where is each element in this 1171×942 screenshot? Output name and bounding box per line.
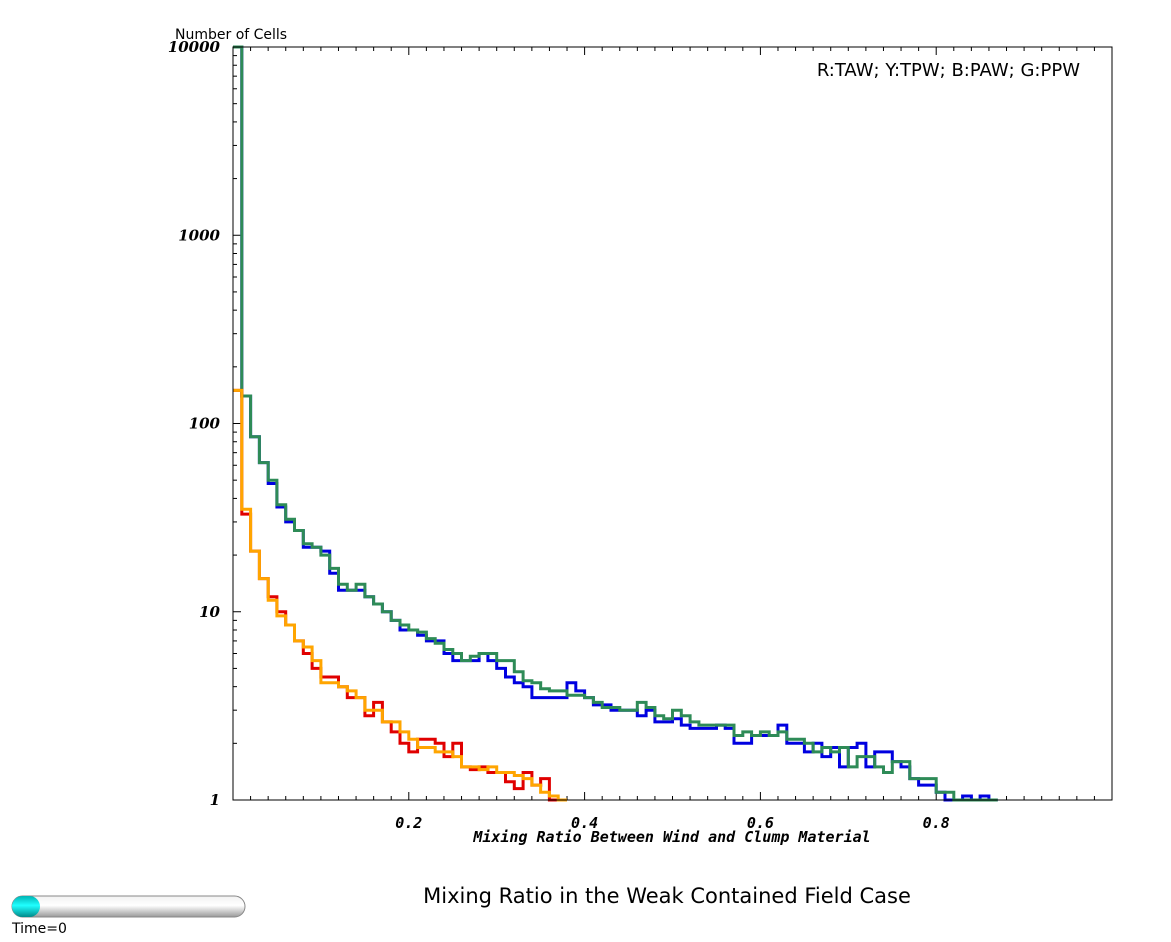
x-axis-label: Mixing Ratio Between Wind and Clump Mate… xyxy=(472,828,870,846)
time-slider-track[interactable] xyxy=(11,895,246,918)
y-tick-label: 1000 xyxy=(178,226,220,244)
series-group xyxy=(233,45,998,802)
x-tick-label: 0.4 xyxy=(571,814,598,832)
y-tick-label: 10 xyxy=(199,603,220,621)
series-line-1 xyxy=(233,45,998,802)
y-tick-label: 1 xyxy=(210,791,220,809)
time-slider[interactable] xyxy=(11,895,246,918)
time-slider-fill xyxy=(12,896,40,917)
time-label: Time=0 xyxy=(11,921,67,937)
y-tick-label: 100 xyxy=(189,415,221,433)
x-tick-label: 0.2 xyxy=(395,814,422,832)
axis-ticks: 1 10 100 1000 10000 0.2 0.4 0.6 0.8 xyxy=(168,38,1095,832)
y-axis-label: Number of Cells xyxy=(175,27,287,43)
y-tick-label: 10000 xyxy=(168,38,221,56)
x-tick-label: 0.8 xyxy=(923,814,950,832)
figure-caption: Mixing Ratio in the Weak Contained Field… xyxy=(423,884,911,908)
legend-text: R:TAW; Y:TPW; B:PAW; G:PPW xyxy=(817,60,1080,81)
series-line-3 xyxy=(233,388,567,802)
x-tick-label: 0.6 xyxy=(747,814,774,832)
plot-frame xyxy=(232,46,1113,801)
series-line-2 xyxy=(233,388,567,802)
